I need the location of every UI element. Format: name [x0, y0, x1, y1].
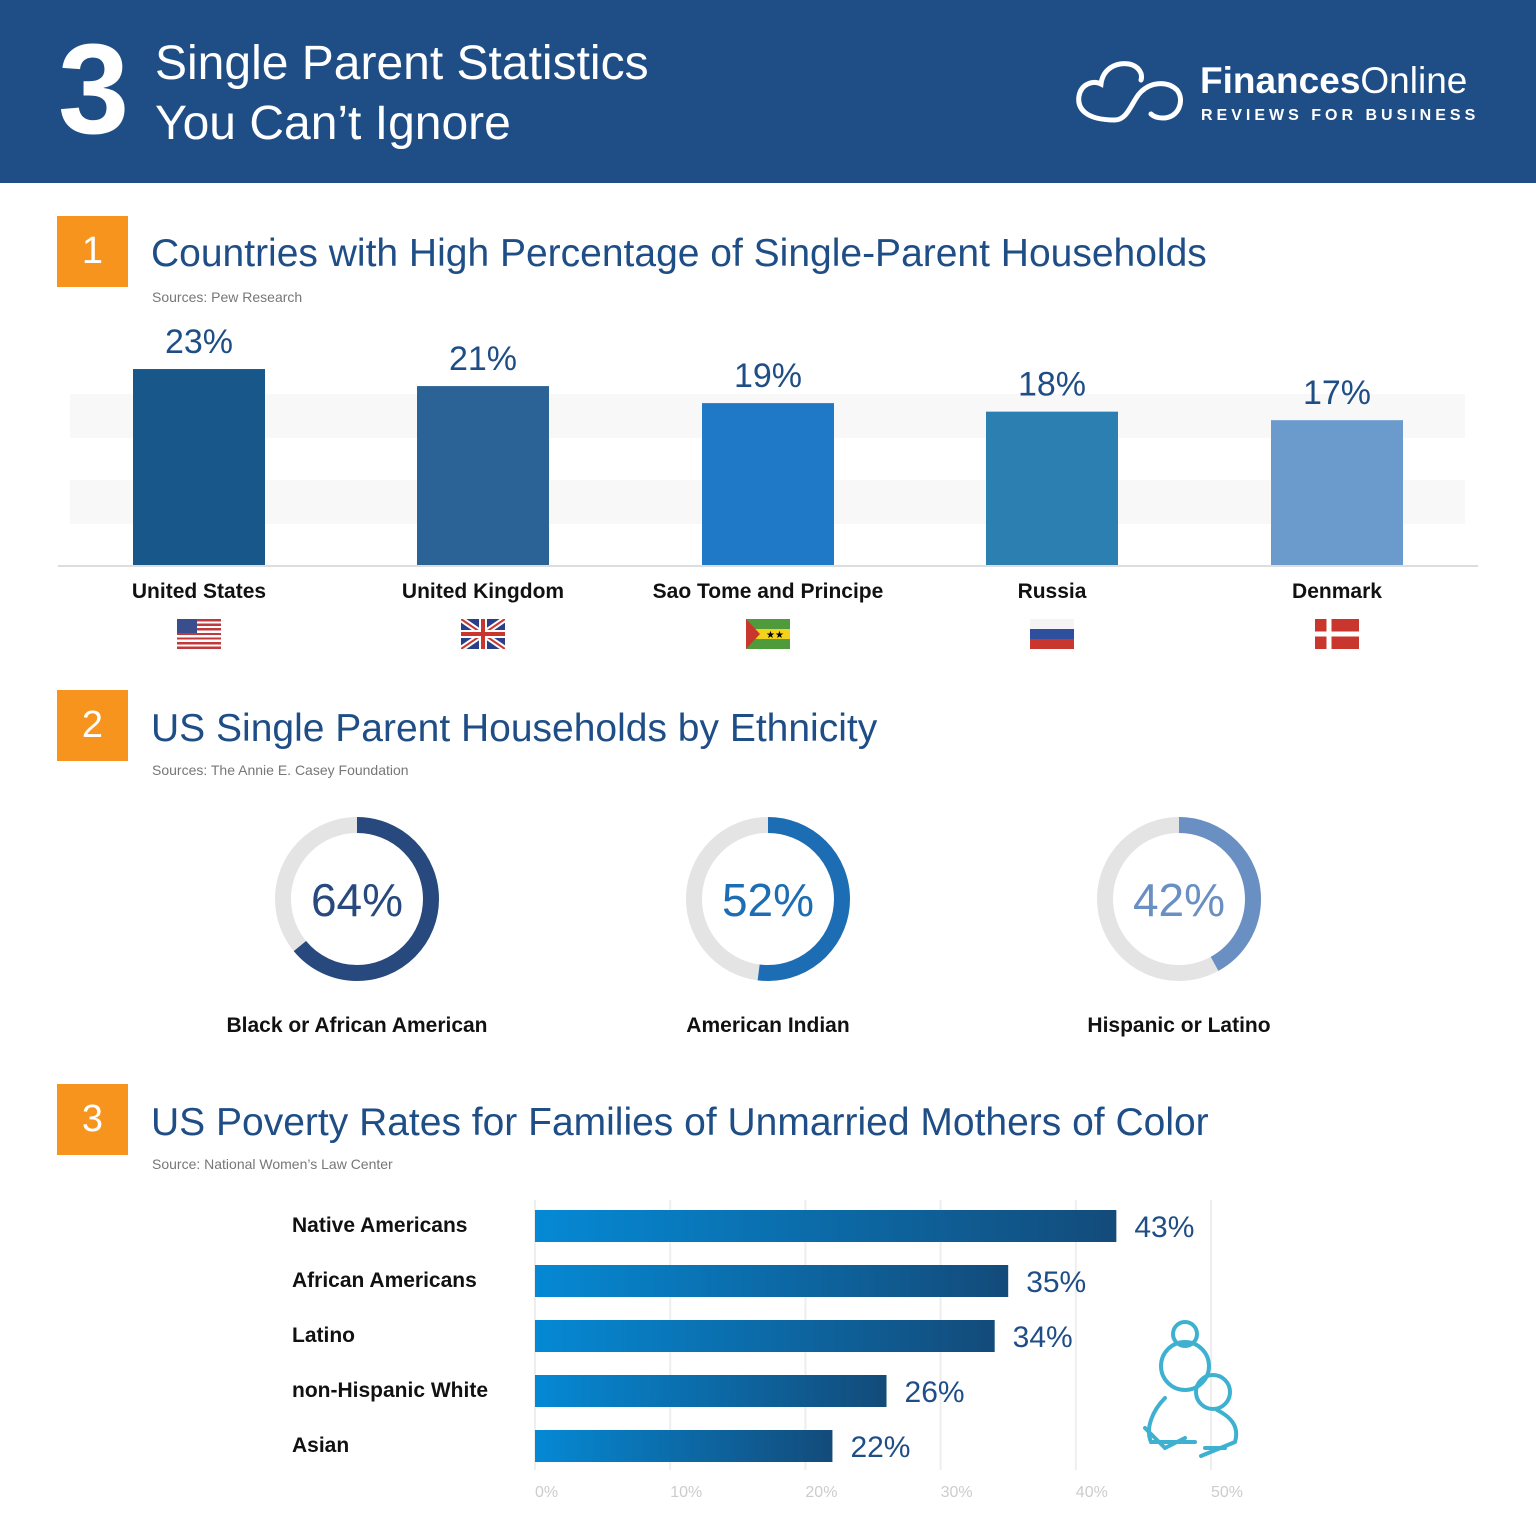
country-label: United Kingdom	[401, 580, 565, 603]
group-label: Latino	[292, 1324, 355, 1347]
donut-value-label: 52%	[722, 874, 814, 926]
mother-and-child-icon	[1143, 1320, 1239, 1458]
bar-st	[702, 403, 834, 565]
ethnicity-label: Black or African American	[226, 1014, 488, 1037]
bar-uk	[417, 386, 549, 565]
bar-value-label: 21%	[449, 340, 517, 378]
bar-value-label: 23%	[165, 323, 233, 361]
flag-uk-icon	[461, 619, 505, 649]
poverty-bar	[535, 1265, 1009, 1297]
section-1-title: Countries with High Percentage of Single…	[151, 232, 1207, 275]
poverty-bar	[535, 1430, 833, 1462]
page-title: Single Parent Statistics You Can’t Ignore	[155, 34, 649, 154]
header-number: 3	[58, 18, 130, 161]
country-label: Sao Tome and Principe	[652, 580, 884, 603]
x-tick-label: 50%	[1211, 1484, 1243, 1501]
bar-dk	[1271, 420, 1403, 565]
x-tick-label: 30%	[941, 1484, 973, 1501]
brand-light: Online	[1360, 60, 1468, 101]
flag-dk-icon	[1315, 619, 1359, 649]
bar-ru	[986, 411, 1118, 565]
poverty-bar	[535, 1375, 887, 1407]
section-1-number: 1	[57, 216, 128, 287]
section-2-number: 2	[57, 690, 128, 761]
title-line-1: Single Parent Statistics	[155, 37, 649, 90]
cloud-logo-icon	[1076, 61, 1183, 123]
group-label: African Americans	[292, 1269, 477, 1292]
section-3-source: Source: National Women’s Law Center	[152, 1156, 393, 1172]
poverty-bar	[535, 1210, 1117, 1242]
bar-value-label: 34%	[1013, 1321, 1073, 1354]
donut-arc	[1097, 817, 1261, 981]
bar-us	[133, 369, 265, 565]
bar-value-label: 22%	[850, 1431, 910, 1464]
brand-bold: Finances	[1200, 60, 1361, 101]
x-tick-label: 40%	[1076, 1484, 1108, 1501]
section-2-source: Sources: The Annie E. Casey Foundation	[152, 762, 409, 778]
flag-st-icon: ★★	[746, 619, 790, 649]
donut-arc	[686, 817, 850, 981]
section-1-source: Sources: Pew Research	[152, 289, 303, 305]
bar-value-label: 19%	[734, 357, 802, 395]
section-2-title: US Single Parent Households by Ethnicity	[151, 707, 878, 750]
section-3-title: US Poverty Rates for Families of Unmarri…	[151, 1101, 1209, 1144]
flag-ru-icon	[1030, 619, 1074, 649]
country-label: Russia	[1017, 580, 1087, 603]
group-label: non-Hispanic White	[292, 1379, 488, 1402]
brand-tagline: REVIEWS FOR BUSINESS	[1201, 107, 1480, 124]
poverty-bar-chart: 0% 10% 20% 30% 40% 50% 43% 35% 34% 26% 22%	[534, 1200, 1243, 1501]
donut-value-label: 64%	[311, 874, 403, 926]
title-line-2: You Can’t Ignore	[155, 97, 511, 150]
country-label: Denmark	[1292, 580, 1382, 603]
ethnicity-label: American Indian	[686, 1014, 850, 1037]
x-tick-label: 10%	[670, 1484, 702, 1501]
country-label: United States	[131, 580, 267, 603]
bar-value-label: 35%	[1026, 1266, 1086, 1299]
svg-text:★★: ★★	[766, 630, 784, 641]
x-tick-label: 20%	[805, 1484, 837, 1501]
section-3-number: 3	[57, 1084, 128, 1155]
bar-value-label: 17%	[1303, 374, 1371, 412]
ethnicity-donut-charts: 64% 52% 42%	[275, 817, 1261, 981]
countries-bar-chart: 23% 21% 19% 18% 17%	[58, 323, 1478, 567]
donut-value-label: 42%	[1133, 874, 1225, 926]
bar-value-label: 43%	[1134, 1211, 1194, 1244]
x-tick-label: 0%	[535, 1484, 558, 1501]
bar-value-label: 26%	[905, 1376, 965, 1409]
group-label: Native Americans	[292, 1214, 468, 1237]
brand-name: FinancesOnline	[1200, 60, 1467, 102]
poverty-bar	[535, 1320, 995, 1352]
donut-arc	[275, 817, 439, 981]
group-label: Asian	[292, 1434, 350, 1457]
flag-us-icon	[177, 619, 221, 649]
ethnicity-label: Hispanic or Latino	[1087, 1014, 1271, 1037]
header: 3 Single Parent Statistics You Can’t Igno…	[0, 0, 1536, 183]
bar-value-label: 18%	[1018, 366, 1086, 404]
